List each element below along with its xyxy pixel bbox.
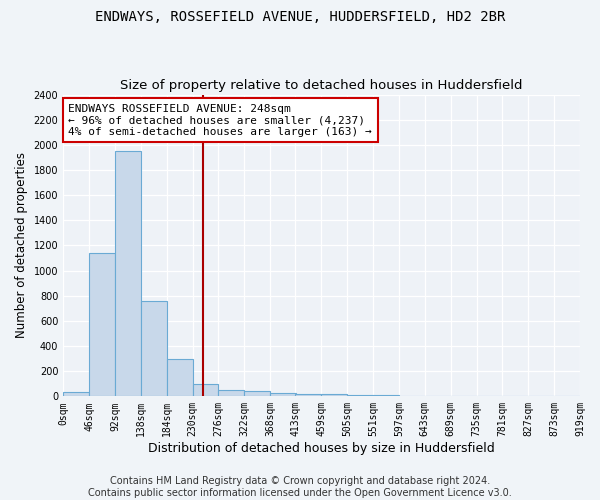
Bar bbox=[89, 253, 115, 396]
Bar bbox=[218, 390, 244, 396]
Bar bbox=[63, 392, 89, 396]
Y-axis label: Number of detached properties: Number of detached properties bbox=[15, 152, 28, 338]
Bar bbox=[270, 392, 296, 396]
Text: ENDWAYS ROSSEFIELD AVENUE: 248sqm
← 96% of detached houses are smaller (4,237)
4: ENDWAYS ROSSEFIELD AVENUE: 248sqm ← 96% … bbox=[68, 104, 372, 137]
Text: ENDWAYS, ROSSEFIELD AVENUE, HUDDERSFIELD, HD2 2BR: ENDWAYS, ROSSEFIELD AVENUE, HUDDERSFIELD… bbox=[95, 10, 505, 24]
Bar bbox=[244, 392, 270, 396]
Text: Contains HM Land Registry data © Crown copyright and database right 2024.
Contai: Contains HM Land Registry data © Crown c… bbox=[88, 476, 512, 498]
Bar bbox=[167, 358, 193, 397]
Bar bbox=[193, 384, 218, 396]
Bar bbox=[141, 301, 167, 396]
Bar bbox=[322, 394, 347, 396]
Bar bbox=[115, 151, 141, 396]
Title: Size of property relative to detached houses in Huddersfield: Size of property relative to detached ho… bbox=[121, 79, 523, 92]
Bar bbox=[347, 395, 373, 396]
X-axis label: Distribution of detached houses by size in Huddersfield: Distribution of detached houses by size … bbox=[148, 442, 495, 455]
Bar bbox=[295, 394, 322, 396]
